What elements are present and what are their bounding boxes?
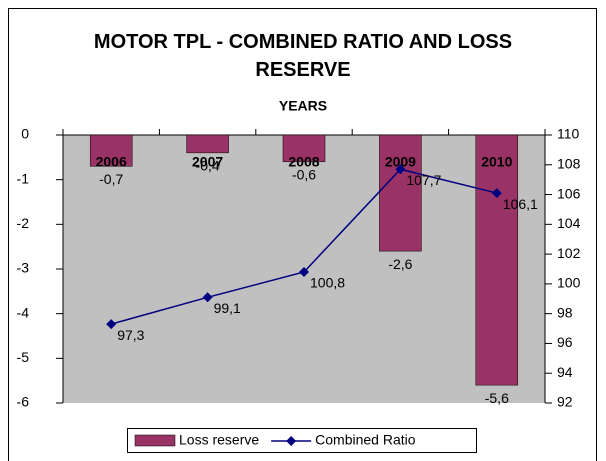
bar-value-label: -0,7 bbox=[99, 171, 123, 187]
line-marker bbox=[106, 319, 117, 330]
chart-title: MOTOR TPL - COMBINED RATIO AND LOSS RESE… bbox=[93, 31, 513, 81]
bar-value-label: -0,6 bbox=[292, 167, 316, 183]
line-value-label: 100,8 bbox=[310, 275, 345, 291]
bar bbox=[89, 134, 133, 167]
y-tick-label: -4 bbox=[17, 304, 30, 320]
bar bbox=[475, 134, 519, 386]
legend-box bbox=[127, 428, 477, 453]
x-tick-label: 2007 bbox=[192, 154, 223, 170]
y2-tick-label: 104 bbox=[557, 215, 581, 231]
line-marker bbox=[491, 188, 502, 199]
line-value-label: 97,3 bbox=[117, 327, 144, 343]
legend-label: Loss reserve bbox=[179, 432, 259, 448]
legend-label: Combined Ratio bbox=[315, 432, 416, 448]
x-tick-label: 2009 bbox=[385, 154, 416, 170]
line-marker bbox=[395, 164, 406, 175]
bar-value-label: -0,4 bbox=[196, 158, 220, 174]
y2-tick-label: 94 bbox=[557, 364, 573, 380]
x-tick-label: 2008 bbox=[288, 154, 319, 170]
y-tick-label: -2 bbox=[17, 215, 30, 231]
y2-tick-label: 110 bbox=[557, 126, 580, 142]
bar bbox=[186, 134, 229, 154]
legend-marker bbox=[286, 436, 297, 446]
y2-tick-label: 106 bbox=[557, 185, 581, 201]
y2-tick-label: 92 bbox=[557, 394, 573, 410]
y2-tick-label: 100 bbox=[557, 275, 581, 291]
y-tick-label: -5 bbox=[17, 349, 30, 365]
bar-value-label: -5,6 bbox=[485, 390, 509, 406]
line-marker bbox=[202, 292, 213, 303]
y-tick-label: 0 bbox=[21, 126, 29, 142]
x-tick-label: 2006 bbox=[96, 154, 127, 170]
y2-tick-label: 102 bbox=[557, 245, 581, 261]
y2-tick-label: 98 bbox=[557, 304, 573, 320]
y-tick-label: -1 bbox=[17, 170, 30, 186]
y-tick-label: -6 bbox=[17, 394, 30, 410]
bar bbox=[379, 134, 422, 252]
bar-value-label: -2,6 bbox=[388, 256, 412, 272]
y2-tick-label: 108 bbox=[557, 155, 581, 171]
line-value-label: 107,7 bbox=[406, 172, 441, 188]
line-value-label: 106,1 bbox=[503, 196, 538, 212]
line-value-label: 99,1 bbox=[214, 300, 241, 316]
legend-swatch bbox=[134, 434, 176, 447]
line-marker bbox=[299, 266, 309, 277]
x-tick-label: 2010 bbox=[481, 154, 512, 170]
bar bbox=[282, 134, 326, 163]
x-axis-label: YEARS bbox=[279, 98, 327, 114]
y2-tick-label: 96 bbox=[557, 334, 573, 350]
y-tick-label: -3 bbox=[17, 260, 30, 276]
